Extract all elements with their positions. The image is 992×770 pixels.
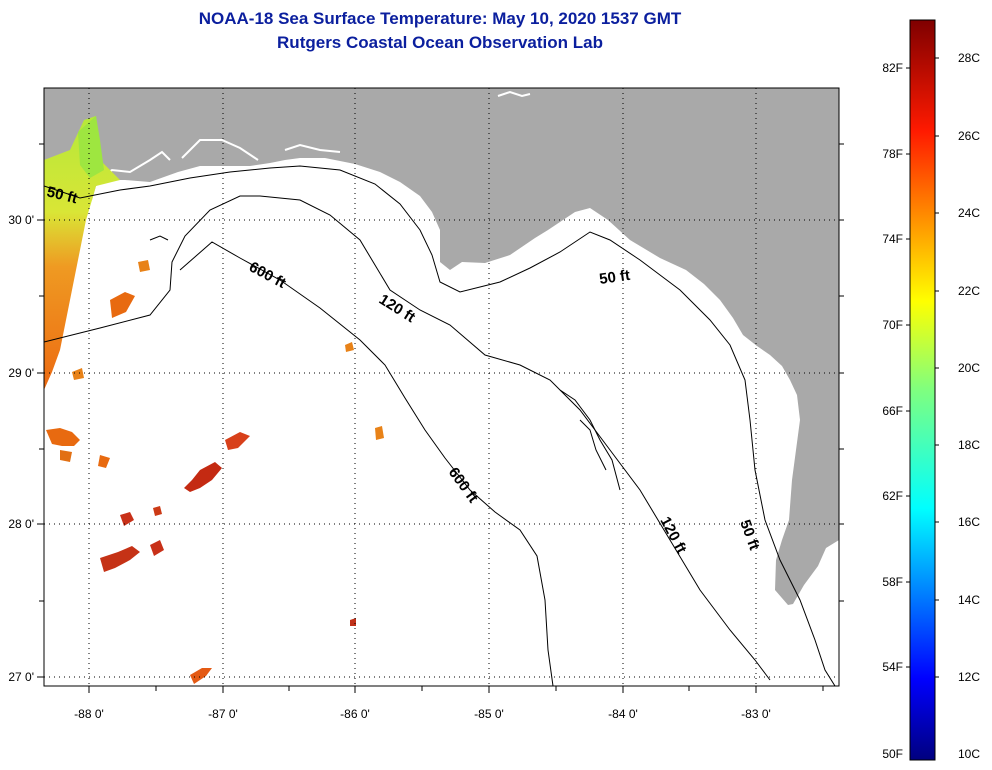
- colorbar-f-62: 62F: [882, 489, 903, 503]
- lat-label-30: 30 0': [8, 213, 34, 227]
- colorbar-ticks: [906, 57, 939, 678]
- contour-120ft: [44, 195, 771, 681]
- colorbar-c-22: 22C: [958, 284, 980, 298]
- colorbar-c-14: 14C: [958, 593, 980, 607]
- colorbar-f-70: 70F: [882, 318, 903, 332]
- colorbar-c-28: 28C: [958, 51, 980, 65]
- colorbar-c-26: 26C: [958, 129, 980, 143]
- colorbar-f-54: 54F: [882, 660, 903, 674]
- contour-50ft: [44, 165, 836, 686]
- colorbar-c-18: 18C: [958, 438, 980, 452]
- lon-label-84: -84 0': [608, 707, 638, 721]
- colorbar-f-74: 74F: [882, 232, 903, 246]
- land-mass: [44, 88, 839, 605]
- contour-600ft: [179, 241, 554, 686]
- lat-label-29: 29 0': [8, 366, 34, 380]
- lat-label-27: 27 0': [8, 670, 34, 684]
- lon-label-85: -85 0': [474, 707, 504, 721]
- colorbar-f-78: 78F: [882, 147, 903, 161]
- colorbar-f-66: 66F: [882, 404, 903, 418]
- colorbar-c-20: 20C: [958, 361, 980, 375]
- lat-label-28: 28 0': [8, 517, 34, 531]
- bay-details: [97, 90, 531, 181]
- colorbar-f-50: 50F: [882, 747, 903, 761]
- colorbar-c-16: 16C: [958, 515, 980, 529]
- map-subtitle: Rutgers Coastal Ocean Observation Lab: [277, 33, 603, 52]
- map-border: [43, 87, 840, 687]
- lon-label-88: -88 0': [74, 707, 104, 721]
- colorbar-c-24: 24C: [958, 206, 980, 220]
- map-title: NOAA-18 Sea Surface Temperature: May 10,…: [198, 9, 682, 28]
- colorbar-c-10: 10C: [958, 747, 980, 761]
- lon-label-87: -87 0': [208, 707, 238, 721]
- lon-label-86: -86 0': [340, 707, 370, 721]
- coastal-details: [149, 235, 621, 491]
- colorbar-f-82: 82F: [882, 61, 903, 75]
- sst-north-tongue: [78, 116, 104, 178]
- sst-west-strip: [44, 116, 120, 390]
- contour-label-50ft-west: 50 ft: [45, 183, 79, 207]
- tick-marks: [37, 143, 844, 693]
- contour-label-50ft-east: 50 ft: [598, 267, 631, 288]
- colorbar-c-12: 12C: [958, 670, 980, 684]
- lon-label-83: -83 0': [741, 707, 771, 721]
- sst-patches: [46, 260, 384, 684]
- colorbar: [909, 19, 936, 761]
- colorbar-f-58: 58F: [882, 575, 903, 589]
